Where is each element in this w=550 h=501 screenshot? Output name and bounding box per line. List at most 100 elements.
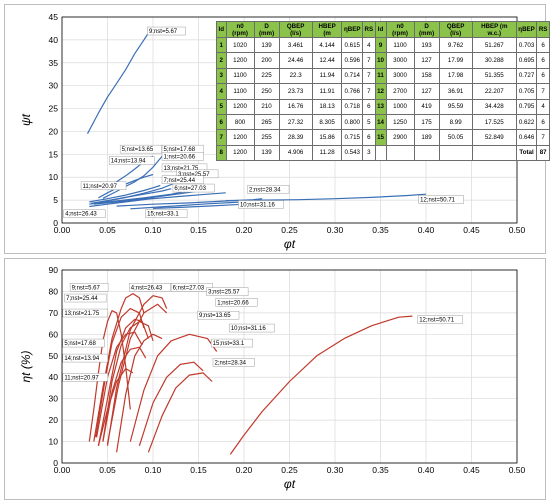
- table-cell: 189: [413, 129, 440, 146]
- table-header-row: Id n0 (rpm) D (mm) QBEP (l/s) HBEP (m ηB…: [216, 21, 550, 38]
- table-cell: 7: [536, 83, 550, 100]
- series-label: 5;nst=17.68: [164, 147, 196, 153]
- y-tick-label: 20: [49, 415, 59, 425]
- table-header-cell: D (mm): [413, 21, 440, 38]
- series-label: 4;nst=26.43: [131, 285, 163, 291]
- series-label-box: [215, 298, 258, 307]
- table-header-cell: RS: [536, 21, 550, 38]
- table-cell: 5: [216, 98, 227, 115]
- table-cell: 6: [362, 98, 376, 115]
- table-cell: 0.705: [515, 83, 538, 100]
- table-cell: 1200: [225, 129, 255, 146]
- series-line: [116, 333, 163, 453]
- x-tick-label: 0.10: [145, 465, 162, 475]
- table-cell: 3: [362, 144, 376, 162]
- y-tick-label: 90: [49, 265, 59, 275]
- table-cell: 1: [216, 36, 227, 54]
- table-cell: 7: [536, 129, 550, 146]
- table-cell: 17.99: [438, 52, 473, 69]
- y-tick-label: 10: [49, 172, 59, 182]
- series-label: 5;nst=13.65: [122, 147, 154, 153]
- table-cell: 0.703: [515, 36, 538, 54]
- series-line: [97, 318, 149, 446]
- series-line: [89, 197, 154, 208]
- table-cell: 265: [253, 113, 280, 131]
- table-cell: 0.718: [341, 98, 363, 115]
- table-cell: 51.267: [471, 36, 517, 54]
- x-tick-label: 0.35: [372, 465, 389, 475]
- series-label-box: [197, 310, 240, 320]
- series-line: [86, 32, 149, 134]
- table-cell: 13: [374, 98, 387, 115]
- table-row: 3 1100 225 22.3 11.94 0.714 7 11 3000 158 17.98 51.…: [216, 67, 550, 85]
- series-label: 14;nst=13.94: [111, 159, 147, 165]
- table-cell: 7: [362, 83, 376, 100]
- series-line: [138, 361, 204, 446]
- table-cell: [471, 144, 517, 162]
- table-cell: 0.596: [341, 52, 363, 69]
- table-cell: 51.355: [471, 67, 517, 85]
- y-tick-label: 70: [49, 308, 59, 318]
- y-tick-label: 10: [49, 437, 59, 447]
- table-cell: 6: [536, 36, 550, 54]
- table-cell: 210: [253, 98, 280, 115]
- table-cell: 0.646: [515, 129, 538, 146]
- table-cell: 9.762: [438, 36, 473, 54]
- y-tick-label: 60: [49, 329, 59, 339]
- table-row: 5 1200 210 16.76 18.13 0.718 6 13 1000 419 95.59 34…: [216, 98, 550, 115]
- table-header-cell: Id: [216, 21, 227, 38]
- table-cell: 800: [225, 113, 255, 131]
- series-label-box: [69, 283, 109, 292]
- series-label-box: [129, 283, 171, 292]
- table-cell: 6: [536, 52, 550, 69]
- series-label: 15;nst=33.1: [147, 212, 179, 218]
- table-cell: 225: [253, 67, 280, 85]
- table-cell: 3000: [385, 67, 415, 85]
- table-cell: 127: [413, 83, 440, 100]
- table-cell: 4: [536, 98, 550, 115]
- y-tick-label: 15: [49, 149, 59, 159]
- series-label: 12;nst=50.71: [420, 197, 456, 203]
- series-line: [106, 295, 168, 446]
- table-body: 1 1020 139 3.461 4.144 0.615 4 9 1100 193 9.762 51.…: [216, 36, 550, 162]
- table-header-cell: ηBEP: [515, 21, 538, 38]
- y-tick-label: 5: [53, 195, 58, 205]
- series-line: [116, 198, 263, 207]
- series-label-box: [229, 323, 275, 333]
- series-label: 7;nst=25.44: [66, 296, 98, 302]
- series-label: 15;nst=33.1: [213, 341, 245, 347]
- table-cell: 18.13: [311, 98, 343, 115]
- x-tick-label: 0.50: [509, 465, 526, 475]
- table-cell: 0.800: [341, 113, 363, 131]
- table-cell: 7: [362, 52, 376, 69]
- x-tick-label: 0.25: [281, 465, 298, 475]
- y-tick-label: 80: [49, 286, 59, 296]
- series-label-box: [417, 315, 463, 324]
- table-cell: 4: [362, 36, 376, 54]
- table-cell: 0.795: [515, 98, 538, 115]
- x-tick-label: 0.35: [372, 225, 389, 235]
- bep-data-table: Id n0 (rpm) D (mm) QBEP (l/s) HBEP (m ηB…: [216, 21, 550, 162]
- psi-vs-phi-plot: 0.00 0.05 0.10 0.15 0.20 0.25 0.30 0.35 0.40 0.45…: [19, 12, 526, 251]
- table-cell: 6: [216, 113, 227, 131]
- table-cell: [438, 144, 473, 162]
- table-cell: Total: [515, 144, 538, 162]
- y-tick-label: 20: [49, 126, 59, 136]
- series-line: [89, 184, 161, 203]
- series-label-box: [80, 181, 127, 190]
- table-cell: 10: [374, 52, 387, 69]
- table-cell: 1100: [225, 67, 255, 85]
- x-tick-label: 0.25: [281, 225, 298, 235]
- table-cell: [413, 144, 440, 162]
- y-tick-label: 40: [49, 372, 59, 382]
- table-row: 1 1020 139 3.461 4.144 0.615 4 9 1100 193 9.762 51.…: [216, 36, 550, 54]
- series-label: 11;nst=20.97: [64, 375, 99, 381]
- table-cell: 17.525: [471, 113, 517, 131]
- series-label-box: [161, 152, 204, 161]
- table-cell: 1200: [225, 144, 255, 162]
- x-tick-label: 0.20: [236, 225, 253, 235]
- y-tick-label: 0: [53, 218, 58, 228]
- table-cell: 250: [253, 83, 280, 100]
- series-label: 9;nst=5.67: [72, 285, 101, 291]
- series-label-box: [210, 338, 253, 348]
